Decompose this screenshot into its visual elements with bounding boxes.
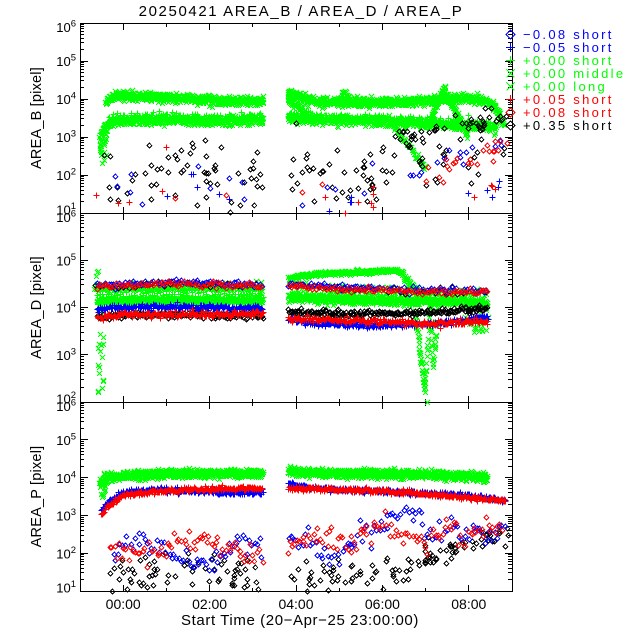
svg-text:00:00: 00:00: [106, 596, 141, 612]
svg-text:06:00: 06:00: [365, 596, 400, 612]
svg-text:04:00: 04:00: [278, 596, 313, 612]
svg-text:+0.00 short: +0.00 short: [523, 53, 614, 68]
svg-text:02:00: 02:00: [192, 596, 227, 612]
svg-text:08:00: 08:00: [451, 596, 486, 612]
svg-text:+0.00 middle: +0.00 middle: [523, 66, 625, 81]
svg-text:+0.00 long: +0.00 long: [523, 79, 607, 94]
svg-text:AREA_D [pixel]: AREA_D [pixel]: [29, 256, 45, 359]
svg-text:AREA_P [pixel]: AREA_P [pixel]: [29, 446, 45, 548]
svg-text:20250421 AREA_B / AREA_D / ARE: 20250421 AREA_B / AREA_D / AREA_P: [139, 3, 464, 20]
svg-text:AREA_B [pixel]: AREA_B [pixel]: [29, 67, 45, 169]
svg-text:Start Time (20−Apr−25 23:00:00: Start Time (20−Apr−25 23:00:00): [181, 612, 419, 629]
svg-text:−0.08 short: −0.08 short: [523, 27, 614, 42]
svg-text:−0.05 short: −0.05 short: [523, 40, 614, 55]
svg-text:+0.08 short: +0.08 short: [523, 105, 614, 120]
svg-text:+0.05 short: +0.05 short: [523, 92, 614, 107]
svg-text:+0.35 short: +0.35 short: [523, 118, 614, 133]
